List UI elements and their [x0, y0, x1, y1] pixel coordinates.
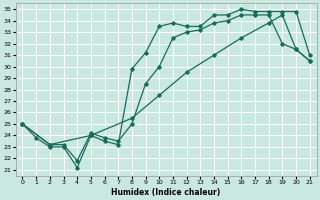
X-axis label: Humidex (Indice chaleur): Humidex (Indice chaleur): [111, 188, 221, 197]
